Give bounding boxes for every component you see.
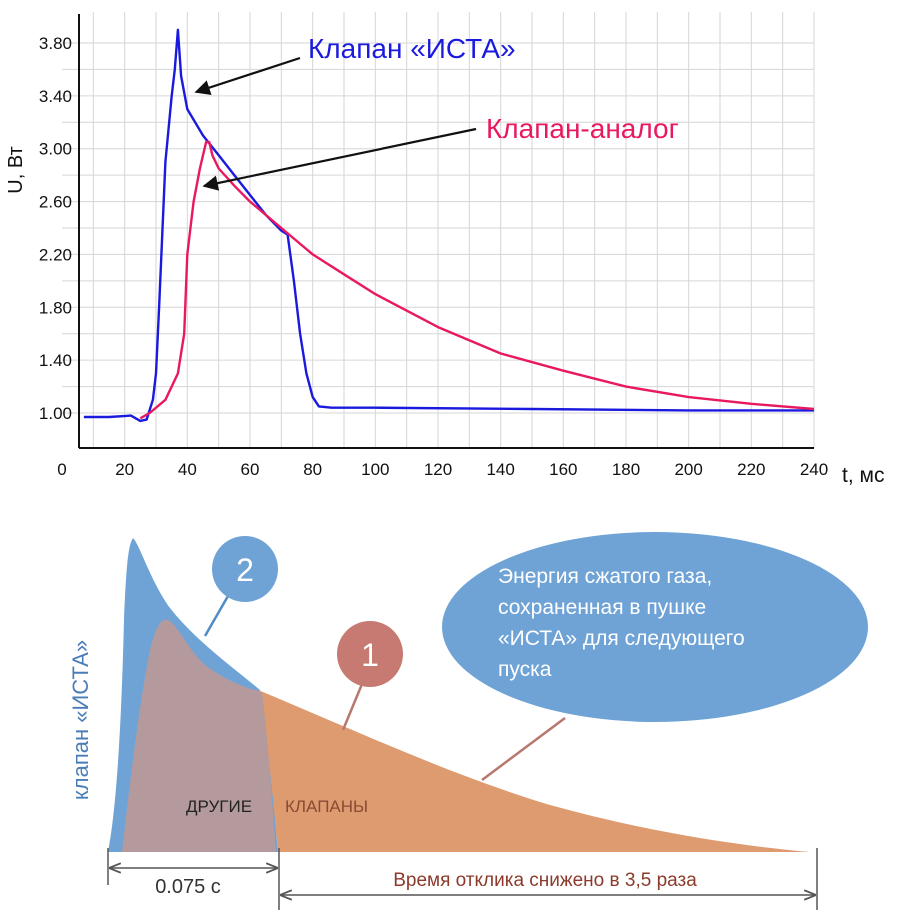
y-tick-label: 3.00 (39, 140, 72, 159)
arrow-analog (202, 127, 477, 191)
energy-ellipse (442, 532, 868, 722)
annotation-analog: Клапан-аналог (486, 113, 679, 144)
y-tick-label: 2.60 (39, 193, 72, 212)
x-tick-label: 20 (115, 460, 134, 479)
y-tick-label: 1.00 (39, 404, 72, 423)
x-tick-label: 180 (612, 460, 640, 479)
series-line-analog (139, 140, 815, 420)
chart-tick-labels: 0 20 40 60 80 100 120 140 160 180 200 220 240 1.00 1.4… (39, 34, 828, 479)
label-others: ДРУГИЕ (186, 797, 252, 816)
chart: 0 20 40 60 80 100 120 140 160 180 200 220 240 1.00 1.4… (5, 12, 884, 487)
ellipse-line-2: сохраненная в пушке (498, 596, 706, 619)
time-left-label: 0.075 с (155, 876, 221, 898)
time-right-label: Время отклика снижено в 3,5 раза (393, 870, 697, 891)
x-tick-label: 120 (424, 460, 452, 479)
y-tick-label: 3.40 (39, 87, 72, 106)
x-tick-label: 140 (486, 460, 514, 479)
y-tick-label: 1.80 (39, 298, 72, 317)
x-tick-label: 220 (737, 460, 765, 479)
x-tick-label: 60 (241, 460, 260, 479)
energy-area (258, 690, 810, 852)
y-tick-label: 2.20 (39, 245, 72, 264)
other-valves-area (122, 619, 276, 852)
ellipse-line-1: Энергия сжатого газа, (498, 565, 712, 588)
chart-series (83, 28, 815, 423)
chart-grid (62, 12, 815, 448)
x-tick-label: 100 (361, 460, 389, 479)
x-tick-label: 200 (674, 460, 702, 479)
y-axis-label: U, Вт (5, 146, 27, 193)
x-tick-label: 160 (549, 460, 577, 479)
badge-2-connector (203, 595, 230, 637)
arrow-ista (194, 56, 301, 96)
y-tick-label: 3.80 (39, 34, 72, 53)
x-axis-label: t, мс (842, 464, 884, 487)
badge-2-label: 2 (236, 552, 254, 588)
ellipse-connector (481, 716, 566, 782)
chart-axes (78, 14, 814, 449)
ellipse-line-3: «ИСТА» для следующего (498, 627, 745, 650)
side-label: клапан «ИСТА» (68, 640, 93, 800)
energy-ellipse-text: Энергия сжатого газа, сохраненная в пушк… (498, 565, 745, 681)
x-tick-label: 80 (303, 460, 322, 479)
x-tick-label: 0 (57, 460, 66, 479)
label-valves: КЛАПАНЫ (285, 797, 368, 816)
annotation-ista: Клапан «ИСТА» (308, 33, 516, 64)
energy-diagram: клапан «ИСТА» ДРУГИЕ КЛАПАНЫ Энергия сжа… (68, 532, 868, 910)
x-tick-label: 240 (800, 460, 828, 479)
badge-2 (212, 536, 278, 602)
badge-1 (337, 621, 403, 687)
badge-1-connector (341, 683, 364, 731)
badge-1-label: 1 (361, 637, 379, 673)
y-tick-label: 1.40 (39, 351, 72, 370)
ellipse-line-4: пуска (498, 658, 552, 681)
x-tick-label: 40 (178, 460, 197, 479)
series-line-ista (83, 28, 814, 423)
